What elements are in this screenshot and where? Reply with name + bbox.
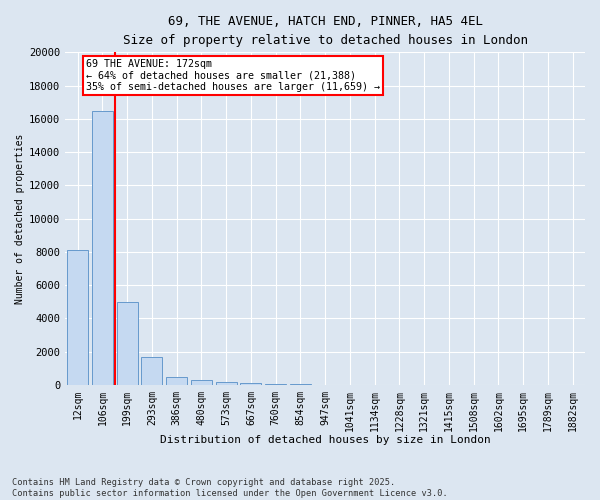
X-axis label: Distribution of detached houses by size in London: Distribution of detached houses by size … — [160, 435, 491, 445]
Text: 69 THE AVENUE: 172sqm
← 64% of detached houses are smaller (21,388)
35% of semi-: 69 THE AVENUE: 172sqm ← 64% of detached … — [86, 59, 380, 92]
Bar — [142, 356, 163, 385]
Bar — [67, 250, 88, 385]
Bar — [241, 382, 262, 385]
Bar — [191, 380, 212, 385]
Bar — [92, 110, 113, 385]
Title: 69, THE AVENUE, HATCH END, PINNER, HA5 4EL
Size of property relative to detached: 69, THE AVENUE, HATCH END, PINNER, HA5 4… — [122, 15, 527, 47]
Bar — [265, 384, 286, 385]
Bar — [290, 384, 311, 385]
Bar — [166, 378, 187, 385]
Bar — [215, 382, 236, 385]
Text: Contains HM Land Registry data © Crown copyright and database right 2025.
Contai: Contains HM Land Registry data © Crown c… — [12, 478, 448, 498]
Y-axis label: Number of detached properties: Number of detached properties — [15, 134, 25, 304]
Bar — [116, 302, 137, 385]
